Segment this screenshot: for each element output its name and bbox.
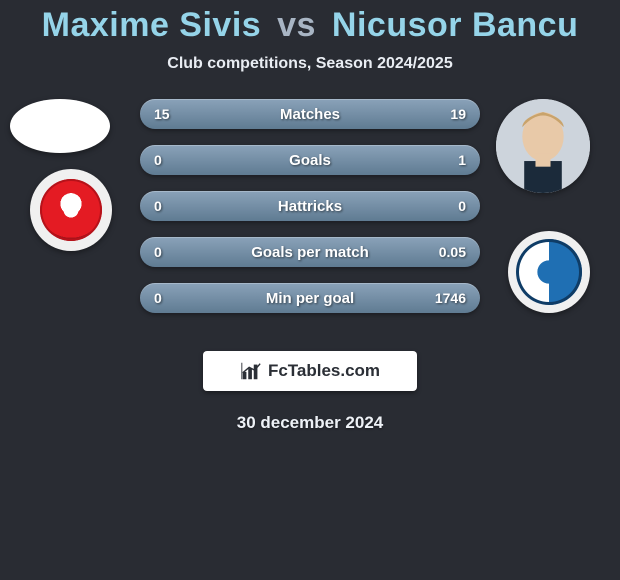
face-icon <box>496 99 590 193</box>
stat-right-value: 0 <box>458 198 466 214</box>
stat-pill-list: 15 Matches 19 0 Goals 1 0 Hattricks 0 0 … <box>140 99 480 329</box>
page-title: Maxime Sivis vs Nicusor Bancu <box>0 6 620 45</box>
subtitle: Club competitions, Season 2024/2025 <box>0 55 620 73</box>
stat-row: 0 Goals 1 <box>140 145 480 175</box>
player2-avatar <box>496 99 590 193</box>
bar-chart-icon <box>240 360 262 382</box>
vs-label: vs <box>271 6 322 44</box>
stat-left-value: 15 <box>154 106 170 122</box>
player2-name: Nicusor Bancu <box>332 6 578 44</box>
stat-row: 0 Hattricks 0 <box>140 191 480 221</box>
brand-box: FcTables.com <box>203 351 417 391</box>
stat-row: 0 Min per goal 1746 <box>140 283 480 313</box>
club-crest-left <box>30 169 112 251</box>
stat-left-value: 0 <box>154 198 162 214</box>
dinamo-crest-icon <box>40 179 102 241</box>
stat-label: Hattricks <box>140 198 480 215</box>
stat-right-value: 1 <box>458 152 466 168</box>
brand-text: FcTables.com <box>268 361 380 381</box>
stat-label: Matches <box>140 106 480 123</box>
date-footer: 30 december 2024 <box>0 413 620 433</box>
club-crest-right <box>508 231 590 313</box>
stat-right-value: 1746 <box>435 290 466 306</box>
stat-right-value: 19 <box>450 106 466 122</box>
stat-right-value: 0.05 <box>439 244 466 260</box>
stat-left-value: 0 <box>154 290 162 306</box>
stat-row: 0 Goals per match 0.05 <box>140 237 480 267</box>
stats-zone: 15 Matches 19 0 Goals 1 0 Hattricks 0 0 … <box>0 99 620 339</box>
stat-left-value: 0 <box>154 152 162 168</box>
stat-label: Goals per match <box>140 244 480 261</box>
comparison-infographic: Maxime Sivis vs Nicusor Bancu Club compe… <box>0 0 620 580</box>
stat-left-value: 0 <box>154 244 162 260</box>
stat-label: Goals <box>140 152 480 169</box>
stat-row: 15 Matches 19 <box>140 99 480 129</box>
craiova-crest-icon <box>516 239 582 305</box>
stat-label: Min per goal <box>140 290 480 307</box>
player1-avatar-placeholder <box>10 99 110 153</box>
player1-name: Maxime Sivis <box>42 6 262 44</box>
